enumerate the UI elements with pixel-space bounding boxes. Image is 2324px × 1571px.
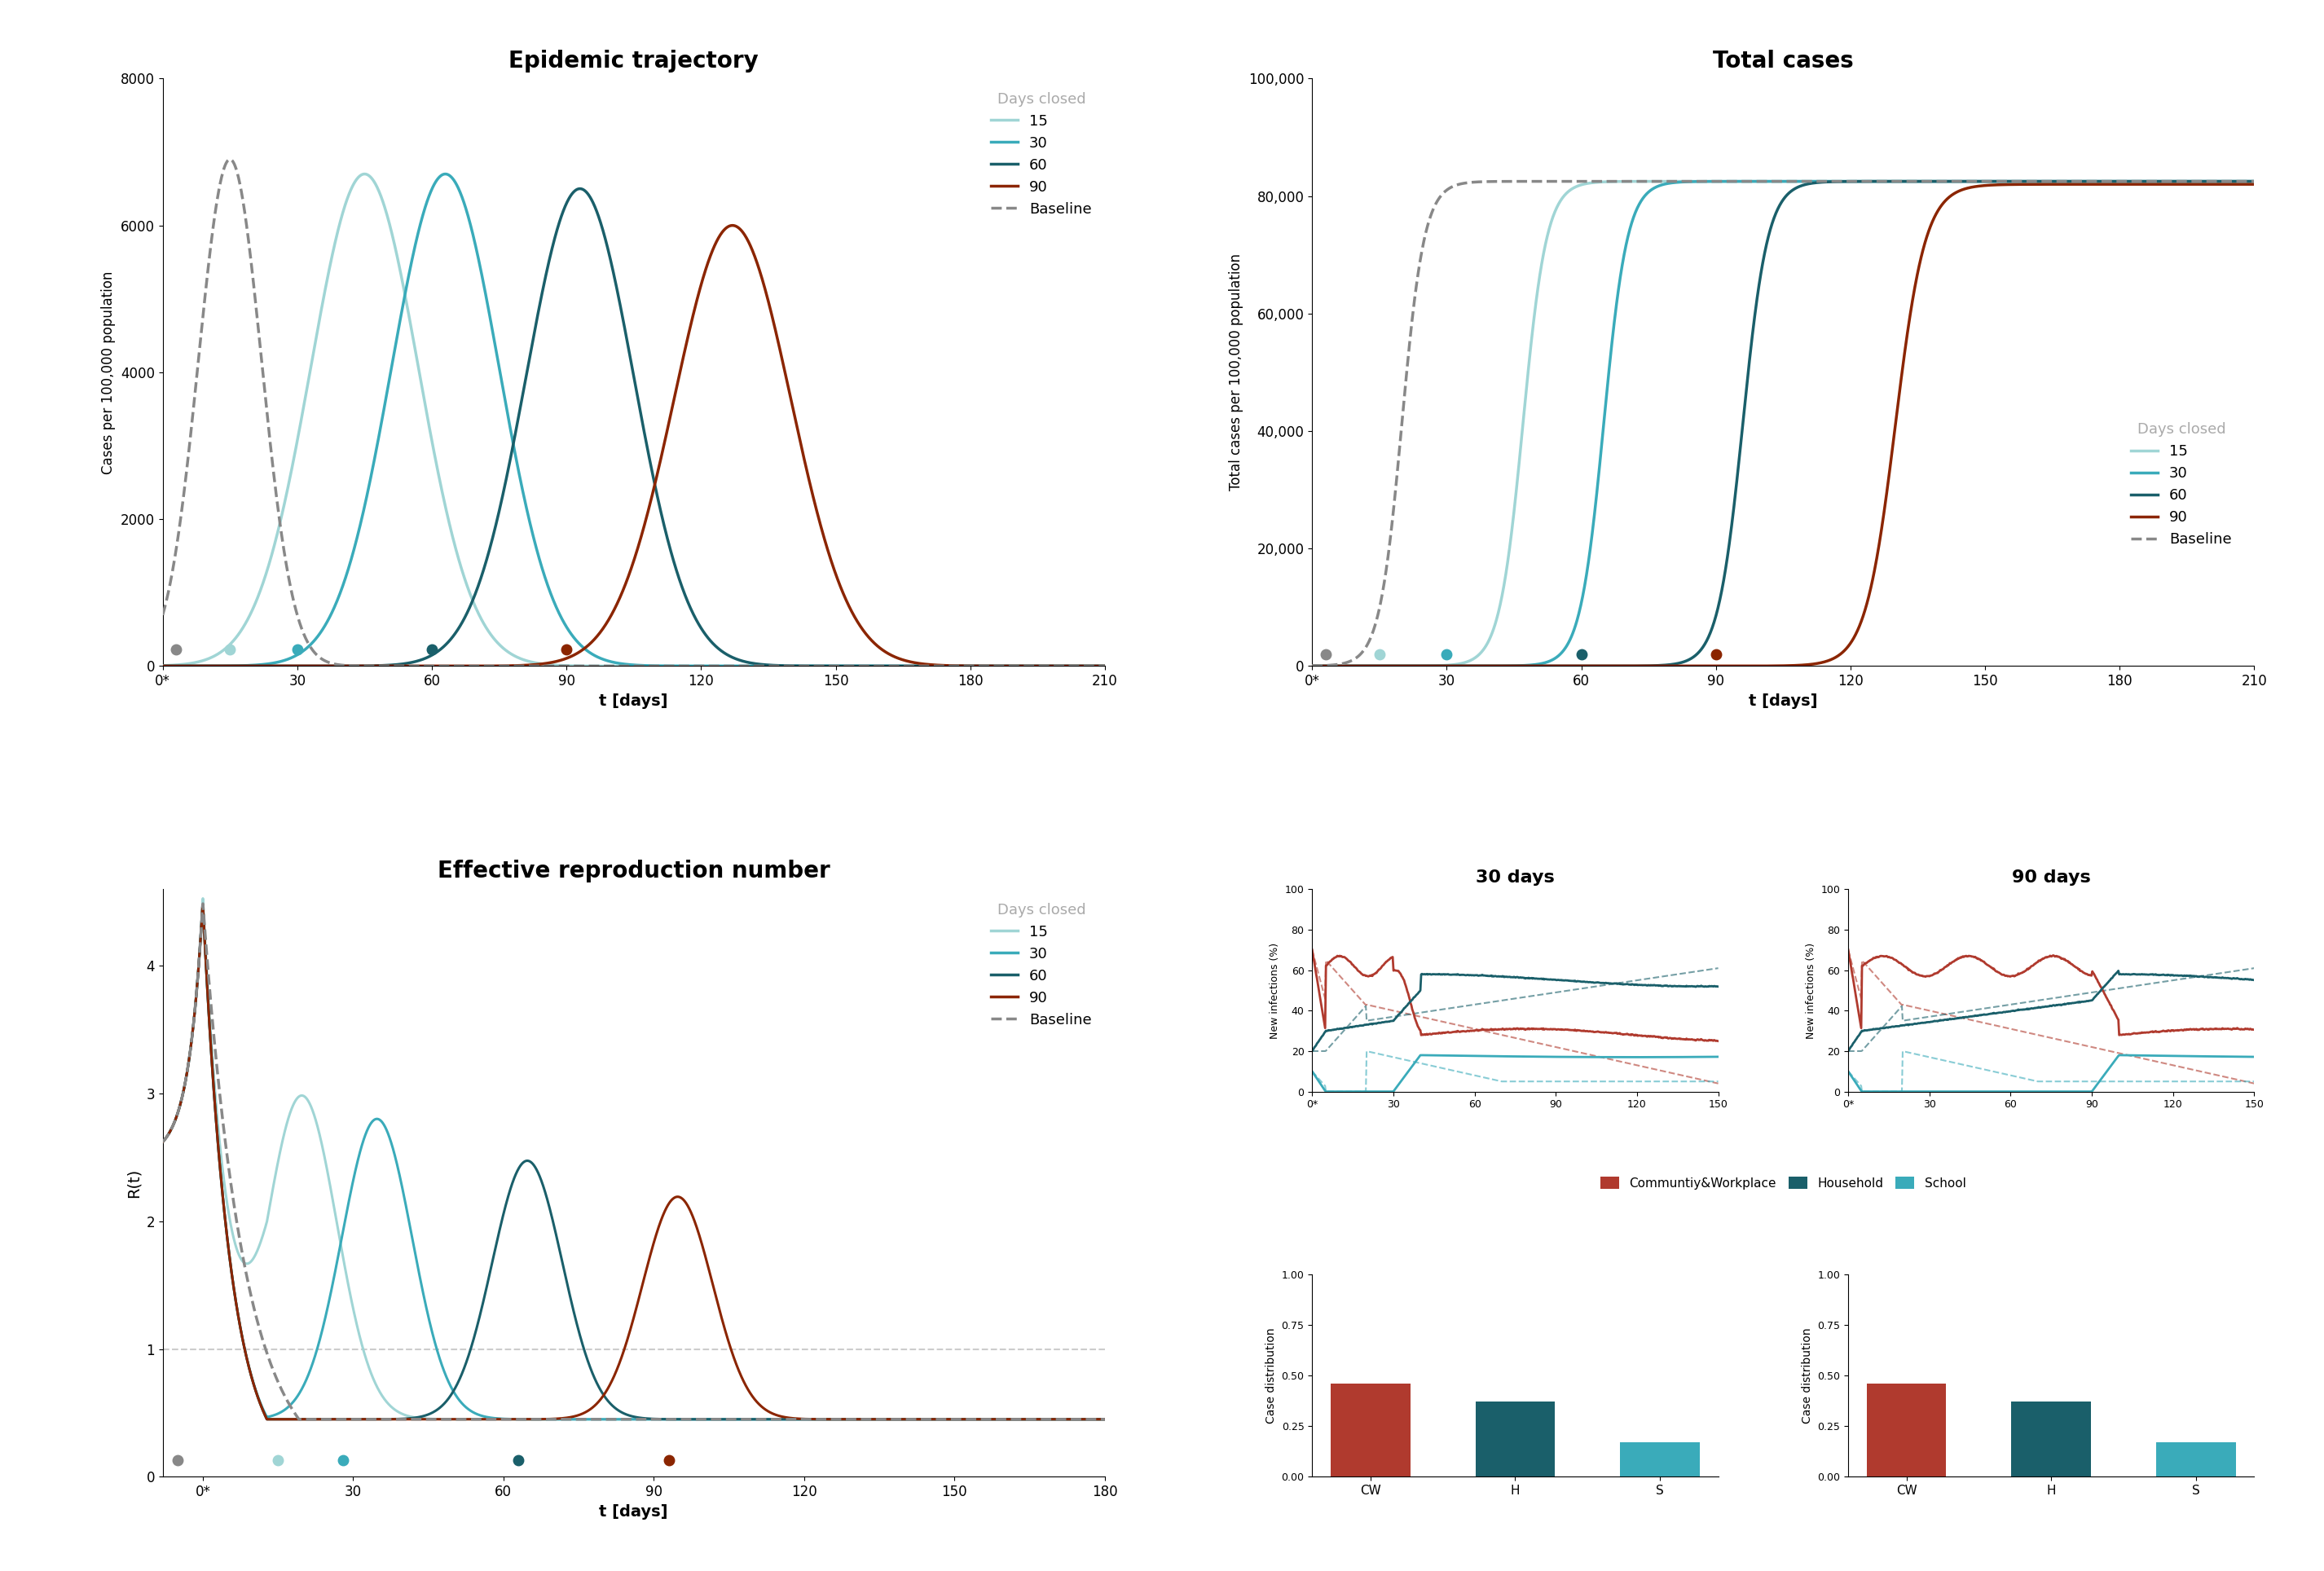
Legend: Communtiy&Workplace, Household, School: Communtiy&Workplace, Household, School (1597, 1172, 1971, 1194)
Bar (1332, 1384, 1411, 1477)
Bar (2157, 1442, 2236, 1477)
Y-axis label: R(t): R(t) (125, 1169, 142, 1197)
Y-axis label: New infections (%): New infections (%) (1269, 943, 1281, 1038)
Bar (1476, 1401, 1555, 1477)
Title: Effective reproduction number: Effective reproduction number (437, 859, 830, 883)
Bar (2010, 1401, 2092, 1477)
Y-axis label: Case distribution: Case distribution (1267, 1327, 1276, 1423)
Title: 30 days: 30 days (1476, 869, 1555, 886)
Y-axis label: New infections (%): New infections (%) (1806, 943, 1817, 1038)
X-axis label: t [days]: t [days] (600, 1503, 669, 1519)
Bar (1620, 1442, 1699, 1477)
Title: Total cases: Total cases (1713, 49, 1855, 72)
X-axis label: t [days]: t [days] (1748, 693, 1817, 709)
Title: Epidemic trajectory: Epidemic trajectory (509, 49, 758, 72)
Y-axis label: Case distribution: Case distribution (1801, 1327, 1813, 1423)
Y-axis label: Cases per 100,000 population: Cases per 100,000 population (102, 270, 116, 474)
Legend: 15, 30, 60, 90, Baseline: 15, 30, 60, 90, Baseline (2124, 416, 2238, 553)
Bar (1866, 1384, 1945, 1477)
Y-axis label: Total cases per 100,000 population: Total cases per 100,000 population (1229, 255, 1243, 490)
Legend: 15, 30, 60, 90, Baseline: 15, 30, 60, 90, Baseline (985, 86, 1097, 223)
Title: 90 days: 90 days (2013, 869, 2092, 886)
X-axis label: t [days]: t [days] (600, 693, 669, 709)
Legend: 15, 30, 60, 90, Baseline: 15, 30, 60, 90, Baseline (985, 897, 1097, 1034)
